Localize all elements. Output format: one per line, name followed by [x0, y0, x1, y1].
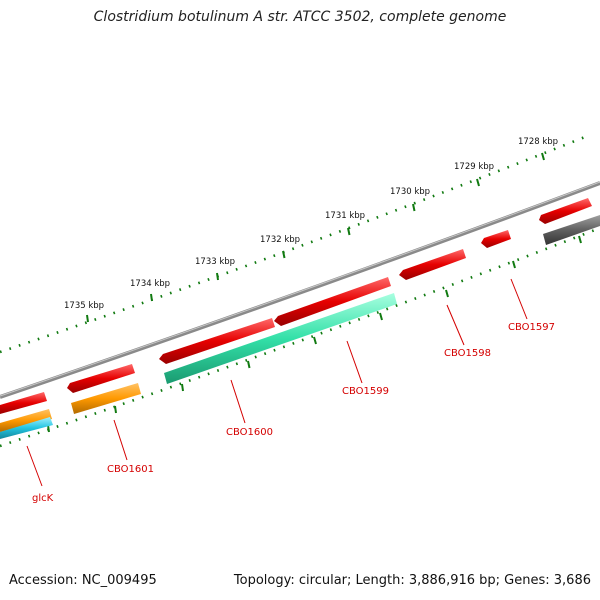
feature-track — [0, 293, 397, 439]
teal-feature — [164, 293, 397, 384]
gene-label: CBO1599 — [342, 386, 389, 397]
gene-label: CBO1597 — [508, 322, 555, 333]
gray-feature — [543, 215, 600, 245]
inner-tick — [313, 336, 317, 345]
inner-tick — [445, 289, 449, 298]
cds-arrow — [481, 230, 511, 248]
ruler-tick — [150, 293, 153, 302]
leader-line — [446, 304, 465, 346]
gene-label: glcK — [32, 493, 54, 504]
gene-label: CBO1600 — [226, 427, 273, 438]
ruler-tick — [412, 203, 416, 212]
figure-title: Clostridium botulinum A str. ATCC 3502, … — [93, 9, 507, 25]
inner-tick — [512, 260, 516, 269]
accession-text: Accession: NC_009495 — [9, 573, 157, 588]
leader-line — [230, 379, 246, 424]
cds-arrow — [274, 277, 391, 326]
kbp-label: 1730 kbp — [390, 187, 430, 197]
cds-arrow — [0, 392, 47, 414]
inner-tick — [114, 405, 117, 414]
cds-arrow — [159, 318, 275, 364]
kbp-label: 1728 kbp — [518, 137, 558, 147]
genome-backbone-highlight — [0, 181, 600, 397]
kbp-label: 1733 kbp — [195, 257, 235, 267]
leader-line — [510, 278, 528, 320]
ruler-tick — [541, 152, 545, 161]
gene-labels — [26, 278, 528, 487]
kbp-ruler: 1728 kbp 1729 kbp 1730 kbp 1731 kbp 1732… — [0, 135, 586, 354]
topology-text: Topology: circular; Length: 3,886,916 bp… — [233, 573, 591, 588]
kbp-label: 1735 kbp — [64, 301, 104, 311]
ruler-major-ticks — [86, 152, 545, 323]
inner-tick — [247, 360, 251, 369]
inner-tick — [379, 312, 383, 321]
ruler-tick — [476, 178, 480, 187]
genome-backbone — [0, 181, 600, 399]
ruler-tick — [347, 227, 351, 236]
leader-line — [26, 445, 43, 487]
orange-feature — [0, 409, 52, 432]
leader-line — [346, 340, 363, 384]
ruler-tick — [86, 314, 89, 323]
cds-arrow — [539, 198, 592, 224]
kbp-label: 1729 kbp — [454, 162, 494, 172]
inner-tick — [578, 235, 582, 244]
cyan-feature — [0, 417, 53, 439]
inner-major-ticks — [47, 235, 582, 433]
kbp-label: 1732 kbp — [260, 235, 300, 245]
gene-label: CBO1601 — [107, 464, 154, 475]
kbp-label: 1734 kbp — [130, 279, 170, 289]
leader-line — [113, 419, 128, 461]
cds-arrow — [67, 364, 135, 393]
orange-feature — [71, 383, 141, 414]
kbp-label: 1731 kbp — [325, 211, 365, 221]
ruler-tick — [216, 272, 219, 281]
gene-label: CBO1598 — [444, 348, 491, 359]
cds-arrow — [399, 249, 466, 280]
cds-track — [0, 198, 592, 414]
ruler-tick — [282, 250, 286, 259]
inner-tick — [181, 383, 184, 392]
